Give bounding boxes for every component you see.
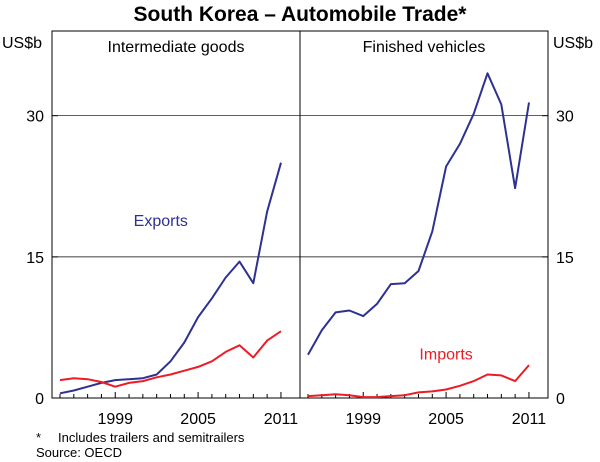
x-tick-label: 1999 — [97, 411, 133, 428]
series-labels: Exports Imports — [134, 213, 473, 364]
series-line-imports-panel-1 — [307, 364, 530, 399]
footnote-text: Includes trailers and semitrailers — [58, 430, 245, 445]
series-label-exports: Exports — [134, 213, 188, 230]
x-tick-label: 1999 — [345, 411, 381, 428]
axis-ticks: 0 0 15 15 30 30 1999 2005 2011 1999 2005 2011 — [26, 109, 574, 428]
source-note: Source: OECD — [36, 445, 122, 460]
x-tick-label: 2005 — [180, 411, 216, 428]
x-tick-label: 2005 — [428, 411, 464, 428]
series-line-exports-panel-0 — [59, 162, 282, 395]
x-tick-label: 2011 — [512, 411, 547, 428]
footnote: * Includes trailers and semitrailers — [36, 430, 244, 445]
y-tick-label-right: 30 — [556, 109, 574, 126]
footnote-marker: * — [36, 430, 42, 445]
series-line-exports-panel-1 — [307, 72, 530, 356]
x-tick-label: 2011 — [264, 411, 299, 428]
y-tick-label-right: 15 — [556, 250, 574, 267]
panel-title-intermediate: Intermediate goods — [108, 39, 245, 56]
right-unit-label: US$b — [553, 35, 593, 52]
panel-title-finished: Finished vehicles — [363, 39, 486, 56]
left-unit-label: US$b — [2, 35, 42, 52]
series-label-imports: Imports — [419, 346, 472, 363]
y-tick-label-left: 30 — [26, 109, 44, 126]
series-lines — [59, 72, 530, 399]
series-line-imports-panel-0 — [59, 330, 282, 388]
y-tick-label-left: 0 — [35, 391, 44, 408]
y-tick-label-left: 15 — [26, 250, 44, 267]
y-tick-label-right: 0 — [556, 391, 565, 408]
chart-title: South Korea – Automobile Trade* — [134, 3, 468, 26]
